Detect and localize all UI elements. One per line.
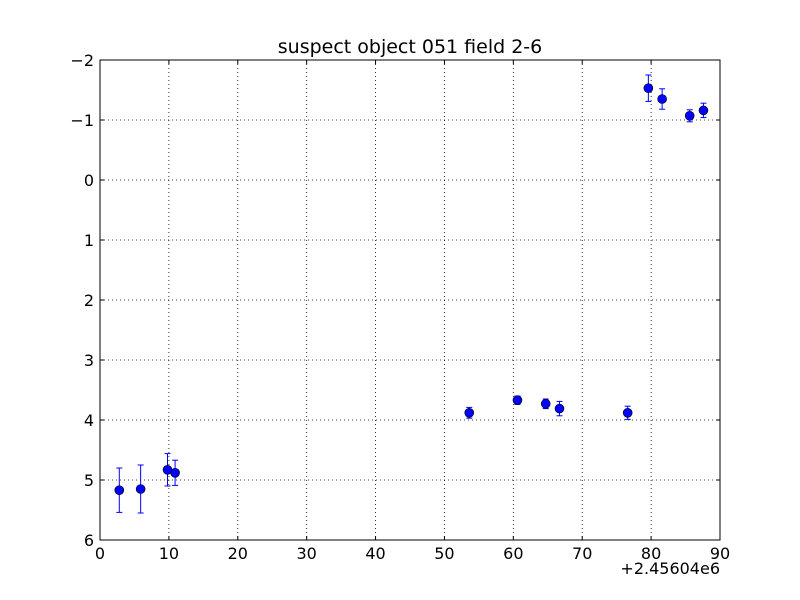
y-tick-label: 4 — [84, 411, 94, 430]
data-marker — [464, 407, 475, 418]
data-marker — [135, 484, 146, 494]
data-point — [622, 405, 633, 420]
x-tick-label: 40 — [365, 544, 385, 563]
x-tick-label: 10 — [159, 544, 179, 563]
x-tick-label: 70 — [572, 544, 592, 563]
x-tick-label: 80 — [641, 544, 661, 563]
data-point — [135, 464, 146, 514]
data-marker — [643, 83, 654, 93]
x-tick-label: 60 — [503, 544, 523, 563]
chart-title: suspect object 051 field 2-6 — [278, 36, 543, 58]
y-tick-label: 2 — [84, 291, 94, 310]
grid — [100, 60, 720, 540]
data-point — [554, 400, 565, 417]
data-point — [540, 398, 551, 410]
data-marker — [114, 485, 125, 496]
data-point — [512, 395, 523, 406]
x-tick-label: 90 — [710, 544, 730, 563]
y-tick-label: 3 — [84, 351, 94, 370]
data-point — [657, 88, 667, 110]
x-tick-label: 50 — [434, 544, 454, 563]
data-point — [698, 102, 709, 119]
x-tick-label: 20 — [228, 544, 248, 563]
y-tick-label: 6 — [84, 531, 94, 550]
y-tick-label: 1 — [84, 231, 94, 250]
data-point — [170, 459, 180, 486]
data-marker — [657, 94, 667, 104]
y-tick-label: −1 — [70, 111, 94, 130]
ticks: 0 10 20 30 40 50 60 70 80 90 −2 −1 0 1 2 3 4 5 6 — [70, 51, 730, 563]
y-tick-label: −2 — [70, 51, 94, 70]
data-point — [684, 109, 695, 123]
data-marker — [540, 398, 551, 409]
data-point — [643, 74, 654, 102]
data-marker — [170, 467, 180, 478]
data-point — [464, 406, 475, 419]
x-tick-label: 30 — [296, 544, 316, 563]
data-marker — [554, 403, 565, 414]
data-marker — [684, 111, 695, 121]
data-marker — [622, 407, 633, 418]
data-series — [114, 74, 709, 514]
y-tick-label: 0 — [84, 171, 94, 190]
x-tick-label: 0 — [95, 544, 105, 563]
data-marker — [698, 105, 709, 116]
data-marker — [512, 395, 523, 406]
data-point — [114, 467, 125, 513]
y-tick-label: 5 — [84, 471, 94, 490]
x-offset-label: +2.45604e6 — [620, 559, 720, 578]
